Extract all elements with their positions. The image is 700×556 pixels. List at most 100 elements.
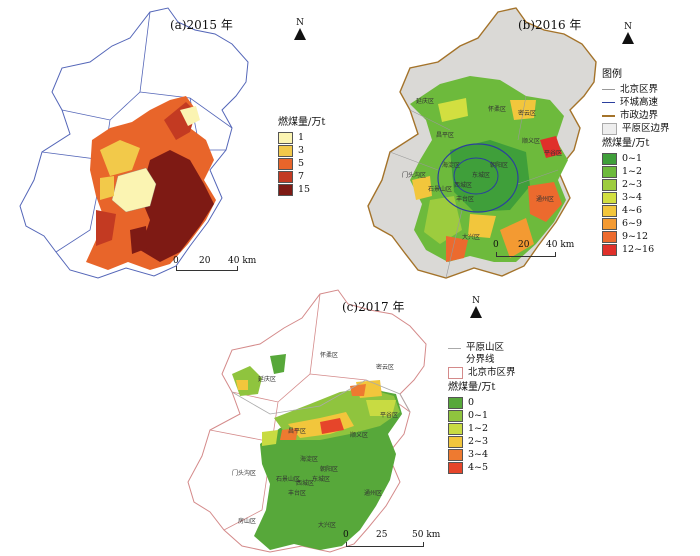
north-label: N (296, 18, 304, 28)
district-label: 顺义区 (350, 432, 369, 439)
legend-label: 2~3 (622, 178, 643, 190)
panel-b-title: (b)2016 年 (518, 18, 582, 32)
panel-2016: 门头沟区 石景山区 海淀区 东城区 西城区 朝阳区 丰台区 大兴区 通州区 顺义… (350, 0, 700, 290)
legend-line-item: 平原区边界 (602, 122, 670, 135)
district-label: 朝阳区 (490, 162, 509, 169)
district-label: 怀柔区 (488, 106, 507, 113)
legend-item: 7 (278, 170, 325, 183)
legend-swatch (602, 204, 617, 217)
district-label: 大兴区 (462, 234, 481, 241)
legend-item: 2~3 (602, 178, 670, 191)
legend-label: 1~2 (468, 422, 489, 434)
scale-bar-2015: 0 20 40 km (173, 256, 257, 276)
legend-line-label: 环城高速 (620, 96, 659, 108)
legend-line-label: 北京市区界 (468, 366, 516, 378)
district-label: 通州区 (536, 196, 555, 203)
panel-a-title: (a)2015 年 (170, 18, 233, 32)
legend-swatch (602, 217, 617, 230)
scale-tick: 25 (376, 530, 388, 540)
legend-label: 15 (298, 183, 311, 195)
district-label: 丰台区 (288, 490, 307, 497)
legend-item: 6~9 (602, 217, 670, 230)
north-label: N (624, 22, 632, 32)
legend-label: 1~2 (622, 165, 643, 177)
district-label: 石景山区 (276, 476, 301, 483)
legend-swatch (448, 422, 463, 435)
legend-line-swatch (602, 114, 615, 117)
district-label: 西城区 (454, 182, 473, 189)
district-label: 朝阳区 (320, 466, 339, 473)
legend-swatch (602, 178, 617, 191)
legend-line-swatch (448, 366, 463, 379)
map-2017 (187, 289, 427, 553)
panel-c-title: (c)2017 年 (342, 300, 405, 314)
district-label: 昌平区 (288, 428, 307, 435)
legend-item: 0 (448, 396, 516, 409)
legend-swatch (278, 157, 293, 170)
legend-swatch (278, 183, 293, 196)
district-label: 平谷区 (380, 412, 399, 419)
legend-item: 3~4 (602, 191, 670, 204)
legend-label: 4~6 (622, 204, 643, 216)
legend-title: 图例 (602, 69, 622, 80)
legend-line-label: 北京区界 (620, 83, 659, 95)
district-label: 密云区 (518, 110, 537, 117)
legend-swatch (448, 396, 463, 409)
legend-swatch (448, 409, 463, 422)
legend-item: 1~2 (602, 165, 670, 178)
map-2016 (367, 7, 597, 279)
legend-subtitle: 燃煤量/万t (602, 138, 650, 149)
legend-swatch (278, 131, 293, 144)
legend-swatch (448, 461, 463, 474)
legend-line-swatch (448, 347, 461, 349)
scale-tick: 40 km (228, 256, 257, 266)
district-label: 西城区 (296, 480, 315, 487)
district-label: 丰台区 (456, 196, 475, 203)
legend-label: 0~1 (468, 409, 489, 421)
legend-line-label: 平原区边界 (622, 122, 670, 134)
legend-label: 5 (298, 157, 305, 169)
panel-2017: 怀柔区 密云区 延庆区 平谷区 昌平区 顺义区 门头沟区 海淀区 朝阳区 东城区… (170, 284, 550, 556)
district-label: 昌平区 (436, 132, 455, 139)
legend-line-swatch (602, 102, 615, 103)
legend-line-item: 北京市区界 (448, 366, 516, 379)
legend-line-item-cont: 分界线 (448, 354, 516, 366)
legend-item: 4~6 (602, 204, 670, 217)
legend-line-label: 市政边界 (620, 109, 659, 121)
legend-swatch (602, 230, 617, 243)
legend-2015: 燃煤量/万t 1 3 5 7 15 (278, 118, 325, 196)
scale-tick: 0 (343, 530, 349, 540)
map-2015 (19, 7, 249, 279)
legend-swatch (278, 144, 293, 157)
district-label: 东城区 (312, 476, 331, 483)
scale-bar-2016: 0 20 40 km (493, 240, 576, 260)
legend-label: 1 (298, 131, 305, 143)
district-label: 门头沟区 (232, 470, 257, 477)
legend-swatch (602, 243, 617, 256)
legend-label: 0~1 (622, 152, 643, 164)
legend-title: 燃煤量/万t (278, 117, 326, 128)
district-label: 密云区 (376, 364, 395, 371)
legend-swatch (602, 165, 617, 178)
legend-item: 0~1 (448, 409, 516, 422)
district-label: 门头沟区 (402, 172, 427, 179)
legend-item: 5 (278, 157, 325, 170)
legend-item: 9~12 (602, 230, 670, 243)
legend-label: 9~12 (622, 230, 649, 242)
legend-title: 燃煤量/万t (448, 382, 496, 393)
legend-line-swatch (602, 89, 615, 90)
legend-line-item: 环城高速 (602, 96, 670, 109)
district-label: 石景山区 (428, 186, 453, 193)
legend-item: 1~2 (448, 422, 516, 435)
legend-label: 7 (298, 170, 305, 182)
legend-item: 2~3 (448, 435, 516, 448)
district-label: 房山区 (238, 518, 257, 525)
legend-item: 4~5 (448, 461, 516, 474)
legend-line-label: 平原山区 (466, 342, 505, 354)
north-label: N (472, 296, 480, 306)
legend-swatch (448, 435, 463, 448)
legend-label: 3 (298, 144, 305, 156)
district-label: 海淀区 (300, 456, 319, 463)
legend-label: 12~16 (622, 243, 655, 255)
district-label: 平谷区 (544, 150, 563, 157)
